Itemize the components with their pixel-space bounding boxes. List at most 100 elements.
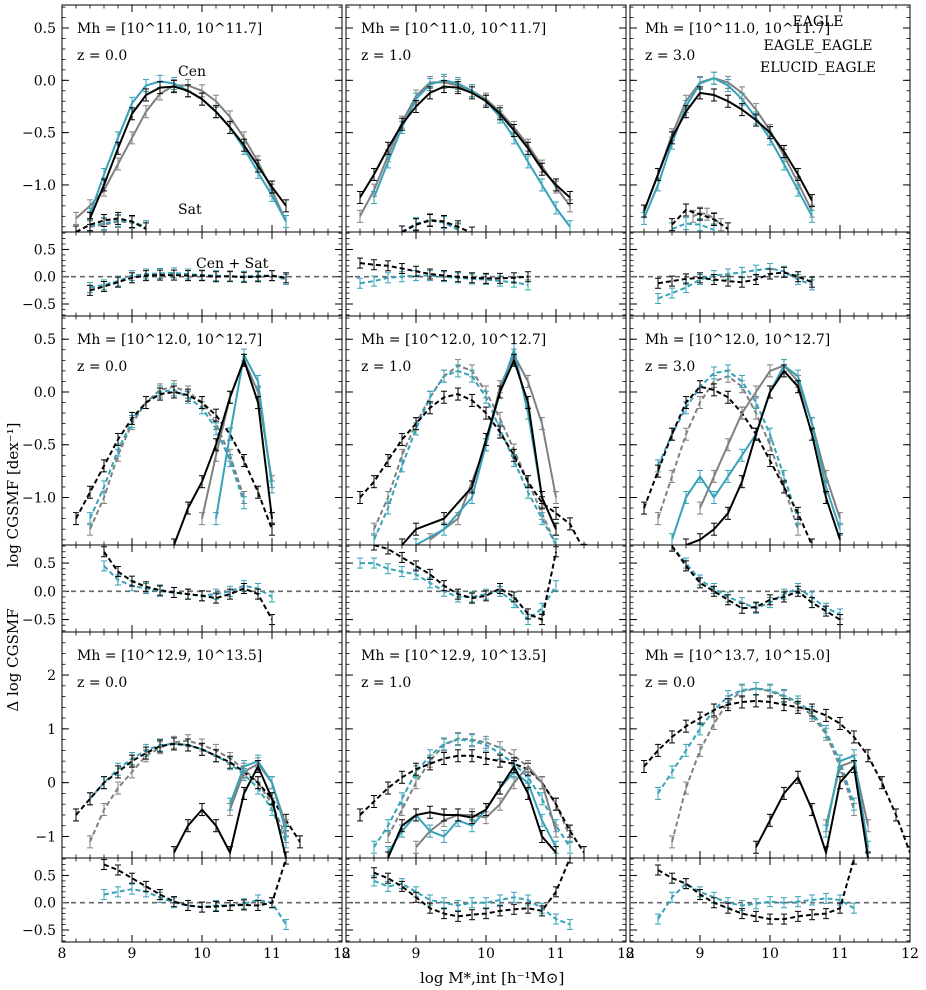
series-line-black-dashed [643,385,813,545]
redshift-label: z = 1.0 [361,359,411,375]
panel-r2-c2: Mh = [10^13.7, 10^15.0] z = 0.0 8 9 10 11 12 [626,631,919,962]
subpanel-main: 0.5 0.0 −0.5 −1.0 [22,315,343,546]
subpanel-main [345,4,627,233]
series-line-black-dashed [643,699,910,853]
redshift-label: z = 3.0 [645,359,695,375]
y-tick-label: 0.0 [34,584,56,600]
series-line-teal-dashed [657,687,855,805]
series-line-black-solid [359,85,571,199]
legend-entry-eagle: EAGLE [792,14,843,30]
series-line-black-dashed [401,219,473,232]
halo-mass-label: Mh = [10^12.9, 10^13.5] [361,648,546,664]
redshift-label: z = 0.0 [645,675,695,691]
series-group [357,545,559,626]
x-tick-label: 8 [58,946,67,962]
series-group [357,343,587,545]
subpanel-main [629,4,911,233]
series-line-teal-solid [373,79,571,228]
x-tick-label: 8 [342,946,351,962]
x-tick-label: 10 [193,946,211,962]
series-line-black-solid [685,369,841,545]
x-axis-label: log M*,int [h⁻¹M⊙] [420,969,564,987]
series-line-black-solid [401,357,557,545]
series-line-black-dashed [75,390,273,530]
panel-r2-c0: 210−10.50.0−0.5Mh = [10^12.9, 10^13.5]z … [22,631,351,962]
series-group [73,734,303,858]
series-group [357,257,531,291]
halo-mass-label: Mh = [10^11.0, 10^11.7] [361,21,546,37]
panel-r0-c0: 0.5 0.0 −0.5 −1.0 0.5 0.0 −0.5 Mh = [10^11.0, 1… [22,4,343,317]
y-tick-label: 0.0 [34,73,56,89]
series-group [669,545,843,626]
annotation-sat: Sat [178,202,202,218]
series-line-black-dashed [657,271,813,285]
x-tick-label: 9 [696,946,705,962]
series-line-black-solid [89,85,287,219]
series-group [73,74,289,232]
annotation-cen-sat: Cen + Sat [196,256,269,272]
redshift-label: z = 0.0 [77,48,127,64]
series-line-teal-solid [89,80,287,222]
y-tick-label: −0.5 [22,613,56,629]
series-line-black-dashed [103,858,287,909]
panel-r2-c1: Mh = [10^12.9, 10^13.5] z = 1.0 8 9 10 11 12 [342,631,635,962]
series-line-gray-solid [359,81,571,217]
y-tick-label: −0.5 [22,126,56,142]
series-group [641,359,843,545]
subpanel-ratio [629,231,911,317]
series-line-teal-dashed [657,267,813,300]
series-group [101,546,275,626]
y-tick-label: 0.5 [34,242,56,258]
series-line-gray-dashed [89,385,245,530]
x-tick-label: 9 [128,946,137,962]
halo-mass-label: Mh = [10^11.0, 10^11.7] [77,21,262,37]
y-tick-label: 1 [47,722,56,738]
x-tick-label: 12 [617,946,635,962]
y-tick-label: −0.5 [22,923,56,939]
subpanel-main: 2 1 0 −1 [35,631,343,859]
subpanel-ratio: 0.5 0.0 −0.5 [22,857,343,943]
panel-r1-c1: Mh = [10^12.0, 10^12.7] z = 1.0 [345,315,627,633]
y-tick-label: 0.5 [34,21,56,37]
x-tick-label: 11 [547,946,565,962]
halo-mass-label: Mh = [10^12.0, 10^12.7] [77,332,262,348]
series-group [655,263,815,305]
series-line-teal-dashed [671,222,715,231]
subpanel-ratio [345,857,627,943]
series-group [357,73,573,232]
subpanel-ratio: 0.5 0.0 −0.5 [22,231,343,317]
panel-r1-c2: Mh = [10^12.0, 10^12.7] z = 3.0 [629,315,911,633]
x-tick-label: 10 [761,946,779,962]
series-line-black-dashed [373,545,557,621]
y-tick-label: 0.0 [34,896,56,912]
subpanel-ratio [345,544,627,633]
x-tick-label: 8 [626,946,635,962]
halo-mass-label: Mh = [10^12.9, 10^13.5] [77,648,262,664]
series-group [87,267,289,296]
series-line-teal-solid [825,754,869,848]
y-tick-label: 0 [47,776,56,792]
legend-entry-elucid: ELUCID_EAGLE [760,60,876,76]
y-tick-label: 0.0 [34,385,56,401]
axes-frame [345,4,627,233]
redshift-label: z = 3.0 [645,48,695,64]
redshift-label: z = 0.0 [77,675,127,691]
series-group [73,348,275,545]
series-line-gray-solid [75,84,287,222]
y-tick-label: −0.5 [22,297,56,313]
halo-mass-label: Mh = [10^12.0, 10^12.7] [361,332,546,348]
subpanel-main [345,631,627,859]
y-tick-label: 0.5 [34,332,56,348]
subpanel-ratio [629,544,911,633]
redshift-label: z = 0.0 [77,359,127,375]
axes-frame [61,315,343,546]
y-tick-label: −1.0 [22,178,56,194]
annotation-cen: Cen [178,64,206,80]
series-line-teal-dashed [89,742,287,843]
x-tick-label: 11 [263,946,281,962]
subpanel-main [629,631,911,859]
series-line-gray-dashed [671,687,855,843]
legend-entry-eagle-eagle: EAGLE_EAGLE [763,38,872,54]
panel-r0-c1: Mh = [10^11.0, 10^11.7] z = 1.0 [345,4,627,317]
